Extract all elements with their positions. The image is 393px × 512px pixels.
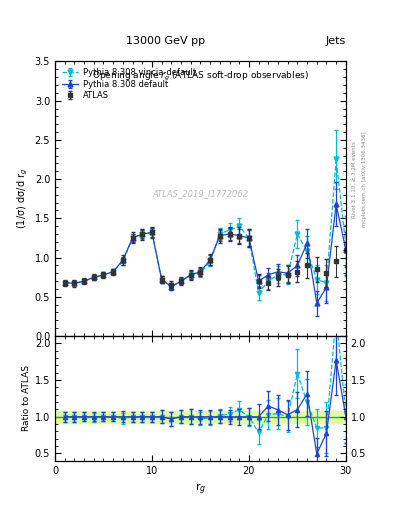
Text: mcplots.cern.ch [arXiv:1306.3436]: mcplots.cern.ch [arXiv:1306.3436] <box>362 132 367 227</box>
Text: Rivet 3.1.10, ≥ 3.2M events: Rivet 3.1.10, ≥ 3.2M events <box>352 141 357 218</box>
Text: ATLAS_2019_I1772062: ATLAS_2019_I1772062 <box>152 189 248 198</box>
Y-axis label: (1/σ) dσ/d r$_g$: (1/σ) dσ/d r$_g$ <box>16 168 31 229</box>
Text: 13000 GeV pp: 13000 GeV pp <box>126 36 205 46</box>
X-axis label: r$_g$: r$_g$ <box>195 481 206 497</box>
Text: Opening angle $r_g$ (ATLAS soft-drop observables): Opening angle $r_g$ (ATLAS soft-drop obs… <box>92 70 309 83</box>
Bar <box>55 411 346 422</box>
Legend: Pythia 8.308 vincia-default, Pythia 8.308 default, ATLAS: Pythia 8.308 vincia-default, Pythia 8.30… <box>59 66 198 102</box>
Text: Jets: Jets <box>325 36 346 46</box>
Y-axis label: Ratio to ATLAS: Ratio to ATLAS <box>22 366 31 432</box>
